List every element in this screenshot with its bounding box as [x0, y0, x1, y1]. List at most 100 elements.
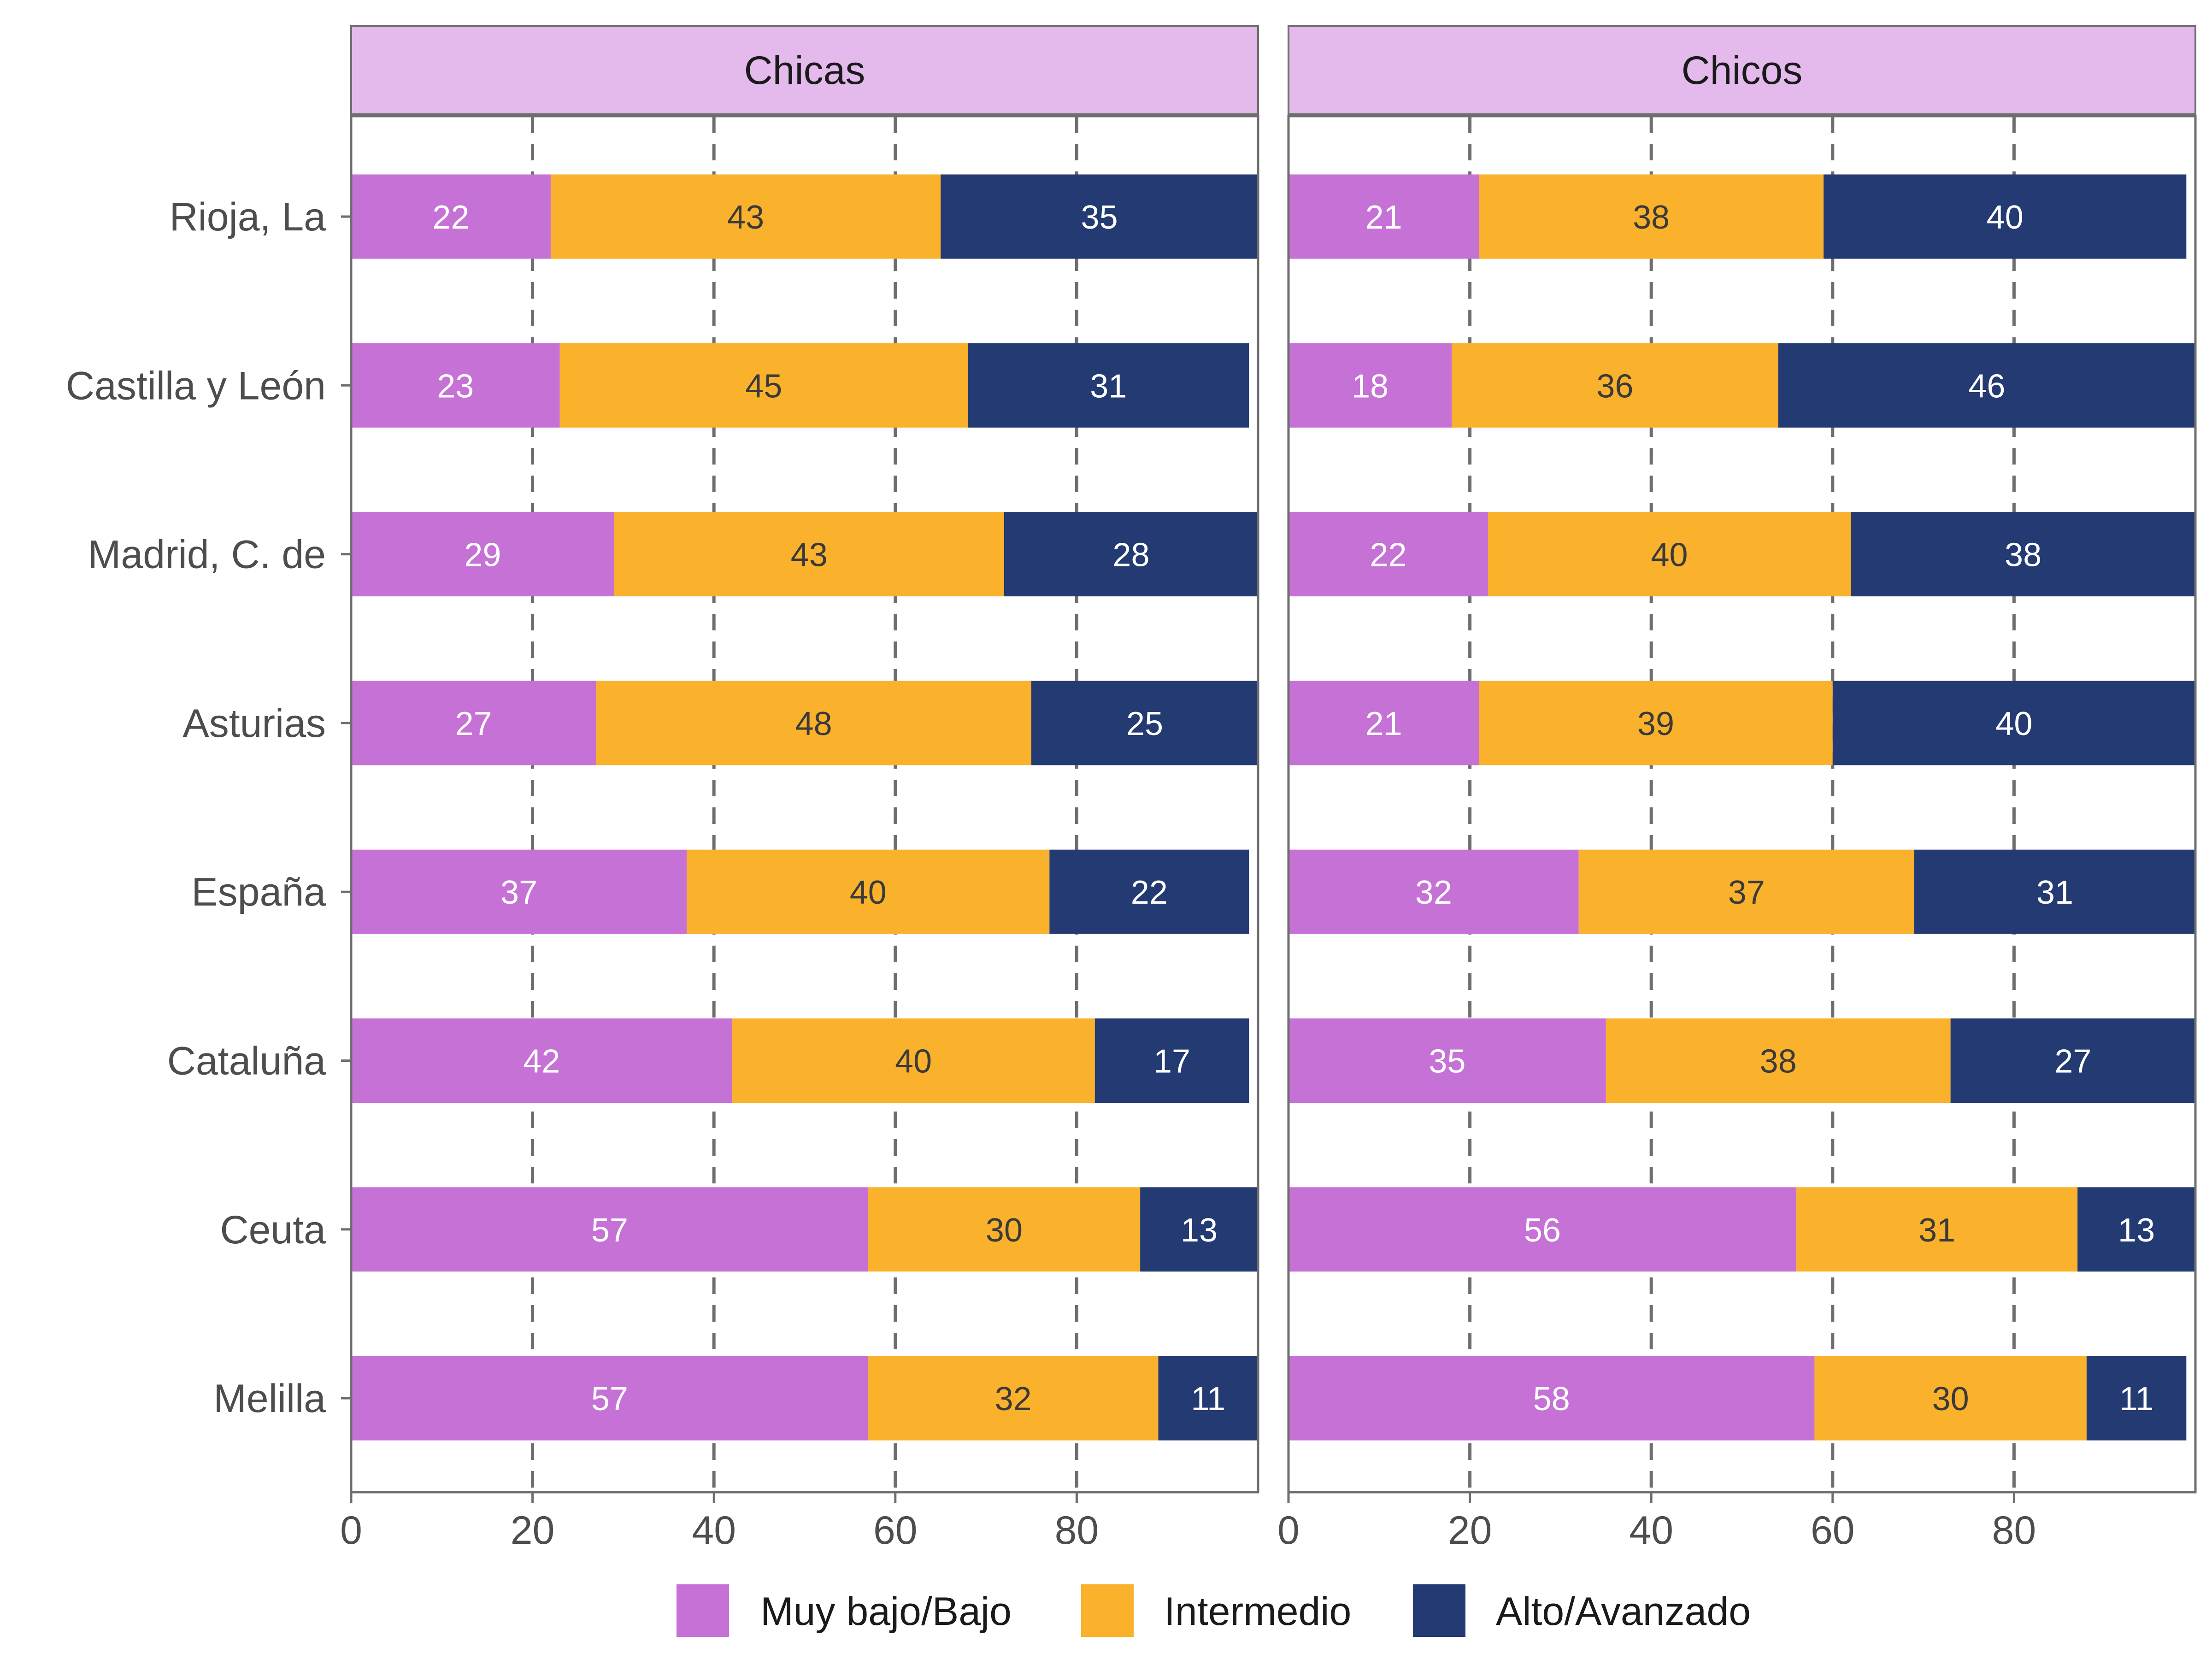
legend-swatch	[1413, 1584, 1465, 1637]
facet-strip-label: Chicas	[744, 48, 865, 93]
bar-segment	[351, 174, 551, 259]
bar-value-label: 39	[1637, 706, 1674, 742]
bar-segment	[1288, 512, 1488, 597]
bar-value-label: 28	[1112, 537, 1149, 574]
bar-segment	[559, 343, 968, 428]
legend-item: Muy bajo/Bajo	[677, 1584, 1012, 1637]
bar-segment	[1158, 1356, 1258, 1441]
x-tick-label: 80	[1992, 1508, 2036, 1553]
bar-segment	[1004, 512, 1258, 597]
bar-segment	[1288, 1018, 1606, 1103]
bar-value-label: 45	[745, 368, 782, 405]
legend: Muy bajo/Bajo Intermedio Alto/Avanzado	[677, 1584, 1751, 1637]
legend-item: Intermedio	[1081, 1584, 1351, 1637]
bar-value-label: 38	[1633, 199, 1670, 236]
bar-segment	[1914, 849, 2195, 934]
bar-segment	[1288, 1356, 1815, 1441]
bar-value-label: 31	[1090, 368, 1127, 405]
bar-value-label: 58	[1533, 1381, 1570, 1418]
bar-value-label: 43	[791, 537, 828, 574]
bar-segment	[732, 1018, 1095, 1103]
panel-border	[350, 115, 1259, 1494]
x-tick-label: 20	[511, 1508, 555, 1553]
category-label: Madrid, C. de	[88, 533, 326, 577]
bar-segment	[1479, 174, 1824, 259]
bar-value-label: 42	[523, 1043, 560, 1080]
bar-value-label: 48	[795, 706, 832, 742]
facet-panel-chicas: Chicas 22 43 35 23 45 31 29 43 28 27 48 25 37 40 22 42 40…	[66, 25, 1259, 1553]
bar-value-label: 11	[2119, 1381, 2154, 1418]
bar-value-label: 40	[1987, 199, 2024, 236]
bar-value-label: 22	[1131, 874, 1168, 911]
facet-panels: Chicas 22 43 35 23 45 31 29 43 28 27 48 25 37 40 22 42 40…	[66, 25, 2197, 1553]
bar-segment	[1851, 512, 2195, 597]
bar-segment	[1288, 849, 1579, 934]
panel-border	[1287, 115, 2197, 1494]
bar-segment	[614, 512, 1004, 597]
bar-segment	[351, 343, 560, 428]
category-label: Asturias	[182, 701, 326, 746]
bar-value-label: 35	[1429, 1043, 1465, 1080]
bar-value-label: 11	[1191, 1381, 1225, 1418]
bar-value-label: 30	[1932, 1381, 1969, 1418]
x-tick-label: 20	[1448, 1508, 1492, 1553]
bar-value-label: 31	[1918, 1212, 1955, 1249]
bar-segment	[1288, 681, 1479, 765]
bar-value-label: 35	[1081, 199, 1118, 236]
bar-value-label: 22	[432, 199, 469, 236]
bar-value-label: 57	[591, 1212, 628, 1249]
bar-value-label: 17	[1153, 1043, 1190, 1080]
bar-segment	[2077, 1187, 2195, 1272]
bar-segment	[1140, 1187, 1258, 1272]
bar-segment	[1824, 174, 2187, 259]
bar-segment	[868, 1187, 1141, 1272]
bar-segment	[351, 1187, 868, 1272]
legend-item: Alto/Avanzado	[1413, 1584, 1751, 1637]
bar-value-label: 21	[1365, 199, 1402, 236]
bar-segment	[1814, 1356, 2087, 1441]
bar-segment	[1832, 681, 2195, 765]
bar-value-label: 56	[1524, 1212, 1561, 1249]
legend-swatch	[677, 1584, 729, 1637]
bar-segment	[351, 849, 687, 934]
bar-value-label: 32	[1415, 874, 1452, 911]
bar-value-label: 27	[2054, 1043, 2091, 1080]
bar-segment	[2086, 1356, 2187, 1441]
bar-value-label: 27	[455, 706, 492, 742]
facet-panel-chicos: Chicos 21 38 40 18 36 46 22 40 38 21 39 40 32 37 31 35 38…	[1277, 25, 2197, 1553]
category-label: Melilla	[213, 1377, 326, 1421]
facet-strip	[350, 25, 1259, 115]
bar-value-label: 37	[500, 874, 537, 911]
bar-segment	[550, 174, 941, 259]
bar-value-label: 13	[1181, 1212, 1218, 1249]
category-label: España	[191, 870, 326, 914]
bar-segment	[1031, 681, 1258, 765]
legend-label: Muy bajo/Bajo	[760, 1589, 1012, 1634]
bar-segment	[1049, 849, 1249, 934]
bar-segment	[1452, 343, 1778, 428]
category-label: Rioja, La	[170, 195, 326, 239]
bar-value-label: 38	[2005, 537, 2041, 574]
bar-value-label: 38	[1760, 1043, 1797, 1080]
bar-segment	[351, 681, 596, 765]
bar-segment	[1094, 1018, 1249, 1103]
x-tick-label: 60	[1811, 1508, 1855, 1553]
x-tick-label: 40	[1629, 1508, 1673, 1553]
bar-segment	[1796, 1187, 2078, 1272]
bar-value-label: 46	[1968, 368, 2005, 405]
bar-segment	[1288, 1187, 1797, 1272]
bar-value-label: 25	[1126, 706, 1163, 742]
bar-value-label: 18	[1352, 368, 1388, 405]
category-label: Ceuta	[220, 1208, 326, 1252]
bar-value-label: 29	[464, 537, 501, 574]
bar-value-label: 22	[1370, 537, 1406, 574]
bar-segment	[1950, 1018, 2195, 1103]
legend-swatch	[1081, 1584, 1134, 1637]
bar-value-label: 23	[437, 368, 474, 405]
bar-segment	[868, 1356, 1159, 1441]
bar-segment	[1778, 343, 2195, 428]
x-tick-label: 80	[1055, 1508, 1099, 1553]
bar-value-label: 40	[895, 1043, 932, 1080]
bar-segment	[687, 849, 1050, 934]
